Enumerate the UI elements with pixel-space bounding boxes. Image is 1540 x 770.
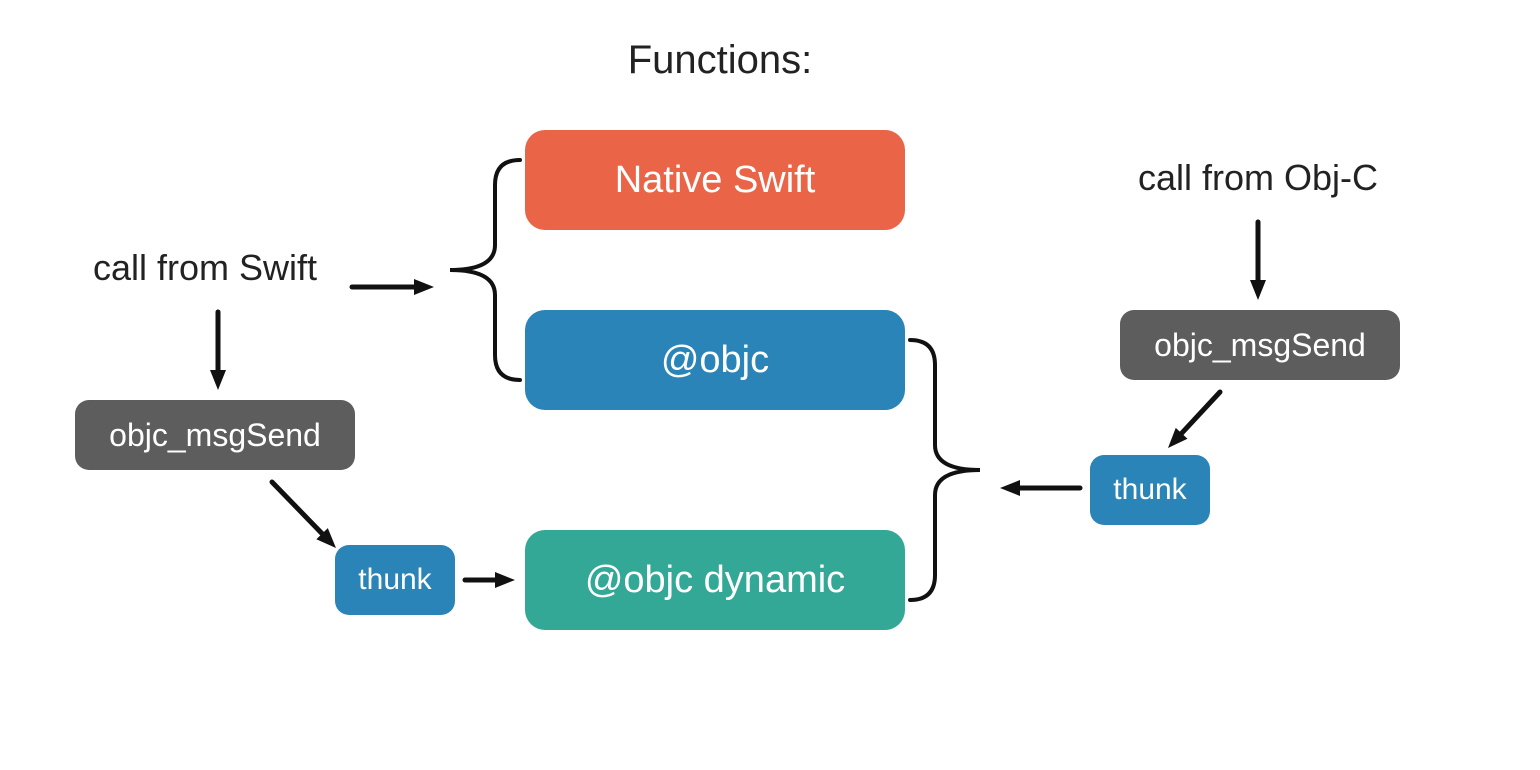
- node-native-swift: Native Swift: [525, 130, 905, 230]
- label-call-from-objc: call from Obj-C: [1058, 148, 1458, 208]
- thunk-left-to-dynamic: [465, 572, 515, 588]
- label-call-from-swift: call from Swift: [5, 238, 405, 298]
- swift-label-to-msgsend-left: [210, 312, 226, 390]
- msgsend-right-to-thunk-right: [1168, 392, 1220, 448]
- node-thunk-left: thunk: [335, 545, 455, 615]
- msgsend-left-to-thunk-left: [272, 482, 336, 548]
- diagram-title: Functions:: [520, 30, 920, 90]
- thunk-right-to-brace: [1000, 480, 1080, 496]
- node-at-objc: @objc: [525, 310, 905, 410]
- brace-right: [910, 340, 980, 600]
- objc-label-to-msgsend-right: [1250, 222, 1266, 300]
- node-objc-msgsend-left: objc_msgSend: [75, 400, 355, 470]
- brace-left: [450, 160, 520, 380]
- node-thunk-right: thunk: [1090, 455, 1210, 525]
- node-objc-msgsend-right: objc_msgSend: [1120, 310, 1400, 380]
- node-at-objc-dynamic: @objc dynamic: [525, 530, 905, 630]
